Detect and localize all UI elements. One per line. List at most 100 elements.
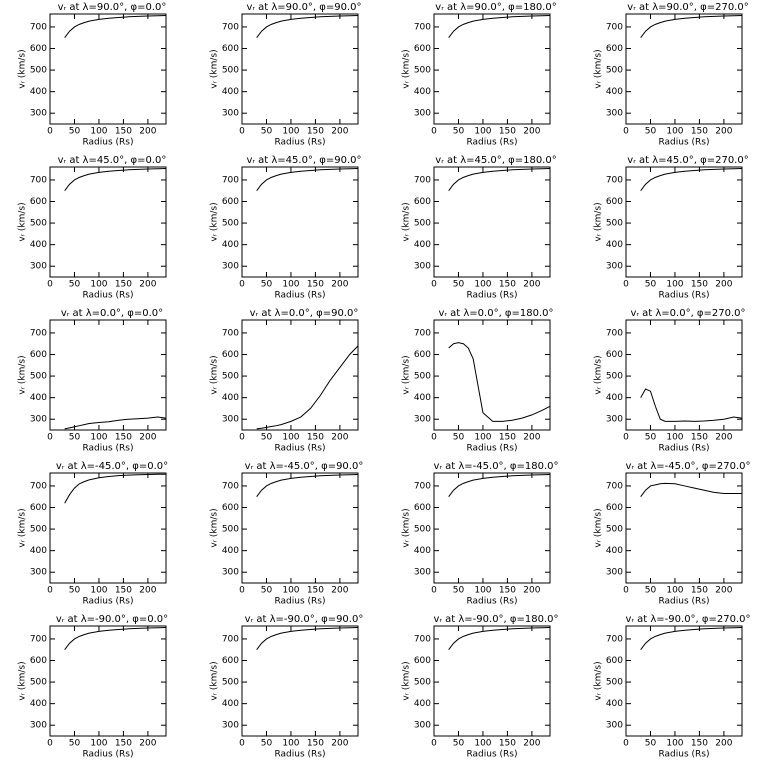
x-tick-label: 0 (47, 127, 53, 137)
data-line (448, 474, 551, 498)
y-tick-label: 400 (30, 699, 47, 709)
y-tick-label: 700 (606, 634, 623, 644)
plot-frame (241, 472, 359, 584)
data-line (640, 482, 742, 498)
y-tick-label: 700 (606, 481, 623, 491)
y-tick-label: 500 (30, 219, 47, 229)
y-tick-label: 300 (414, 721, 431, 731)
x-tick-label: 50 (261, 586, 273, 596)
x-tick-label: 0 (431, 127, 437, 137)
y-tick-label: 300 (606, 109, 623, 119)
plot-frame (433, 625, 551, 737)
x-tick-label: 150 (115, 739, 132, 749)
x-tick-label: 50 (645, 586, 657, 596)
y-axis-label: vᵣ (km/s) (594, 202, 604, 241)
x-tick-label: 200 (715, 586, 732, 596)
x-tick-label: 150 (499, 433, 516, 443)
plot-frame (49, 625, 167, 737)
y-tick-label: 300 (30, 721, 47, 731)
y-tick-label: 400 (222, 546, 239, 556)
plot-frame (625, 166, 743, 278)
chart-title: vᵣ at λ=-90.0°, φ=180.0° (433, 614, 558, 625)
x-tick-label: 200 (523, 127, 540, 137)
x-tick-label: 100 (474, 127, 491, 137)
data-line (448, 627, 551, 651)
y-tick-label: 600 (414, 44, 431, 54)
y-axis-label: vᵣ (km/s) (18, 355, 28, 394)
x-tick-label: 200 (139, 739, 156, 749)
y-tick-label: 500 (606, 678, 623, 688)
y-tick-label: 500 (606, 525, 623, 535)
y-tick-label: 300 (606, 262, 623, 272)
x-axis-label: Radius (Rs) (274, 291, 325, 301)
x-tick-label: 50 (69, 127, 81, 137)
x-tick-label: 200 (523, 280, 540, 290)
x-axis-label: Radius (Rs) (466, 138, 517, 148)
y-tick-label: 400 (414, 393, 431, 403)
data-line (640, 627, 743, 651)
chart-title: vᵣ at λ=-90.0°, φ=90.0° (245, 614, 364, 625)
chart-title: vᵣ at λ=0.0°, φ=180.0° (438, 308, 553, 319)
y-tick-label: 300 (222, 415, 239, 425)
x-tick-label: 50 (645, 433, 657, 443)
chart-title: vᵣ at λ=90.0°, φ=270.0° (627, 2, 748, 13)
x-tick-label: 50 (69, 586, 81, 596)
x-tick-label: 150 (307, 433, 324, 443)
y-axis-label: vᵣ (km/s) (402, 355, 412, 394)
x-tick-label: 0 (47, 586, 53, 596)
x-tick-label: 50 (261, 739, 273, 749)
x-tick-label: 0 (239, 586, 245, 596)
x-tick-label: 50 (645, 739, 657, 749)
y-tick-label: 500 (30, 678, 47, 688)
x-tick-label: 100 (282, 127, 299, 137)
data-line (256, 15, 359, 39)
x-tick-label: 150 (691, 127, 708, 137)
x-axis-label: Radius (Rs) (274, 750, 325, 760)
x-tick-label: 0 (431, 433, 437, 443)
y-tick-label: 700 (414, 22, 431, 32)
y-axis-label: vᵣ (km/s) (210, 202, 220, 241)
x-tick-label: 200 (331, 433, 348, 443)
y-tick-label: 300 (222, 568, 239, 578)
y-tick-label: 300 (222, 109, 239, 119)
y-axis-label: vᵣ (km/s) (210, 49, 220, 88)
x-tick-label: 50 (453, 280, 465, 290)
x-tick-label: 150 (307, 586, 324, 596)
x-tick-label: 50 (453, 586, 465, 596)
x-tick-label: 0 (47, 280, 53, 290)
data-line (640, 168, 743, 192)
x-tick-label: 50 (453, 433, 465, 443)
x-tick-label: 150 (115, 127, 132, 137)
data-line (64, 168, 167, 192)
y-tick-label: 500 (30, 372, 47, 382)
y-tick-label: 400 (222, 87, 239, 97)
x-tick-label: 150 (307, 280, 324, 290)
plot-frame (625, 472, 743, 584)
x-tick-label: 0 (431, 586, 437, 596)
y-tick-label: 400 (606, 546, 623, 556)
x-tick-label: 150 (307, 739, 324, 749)
y-tick-label: 500 (30, 66, 47, 76)
y-axis-label: vᵣ (km/s) (210, 355, 220, 394)
x-tick-label: 100 (474, 433, 491, 443)
x-tick-label: 150 (691, 433, 708, 443)
y-tick-label: 600 (30, 44, 47, 54)
y-tick-label: 500 (222, 678, 239, 688)
x-axis-label: Radius (Rs) (82, 444, 133, 454)
y-axis-label: vᵣ (km/s) (594, 355, 604, 394)
y-tick-label: 500 (414, 525, 431, 535)
y-tick-label: 500 (222, 219, 239, 229)
y-tick-label: 400 (606, 87, 623, 97)
chart-title: vᵣ at λ=90.0°, φ=0.0° (58, 2, 167, 13)
y-tick-label: 600 (606, 44, 623, 54)
y-tick-label: 500 (30, 525, 47, 535)
y-tick-label: 500 (606, 219, 623, 229)
x-tick-label: 200 (715, 739, 732, 749)
y-tick-label: 700 (414, 481, 431, 491)
plot-frame (241, 166, 359, 278)
y-tick-label: 600 (606, 197, 623, 207)
y-tick-label: 600 (222, 197, 239, 207)
data-line (64, 627, 167, 651)
